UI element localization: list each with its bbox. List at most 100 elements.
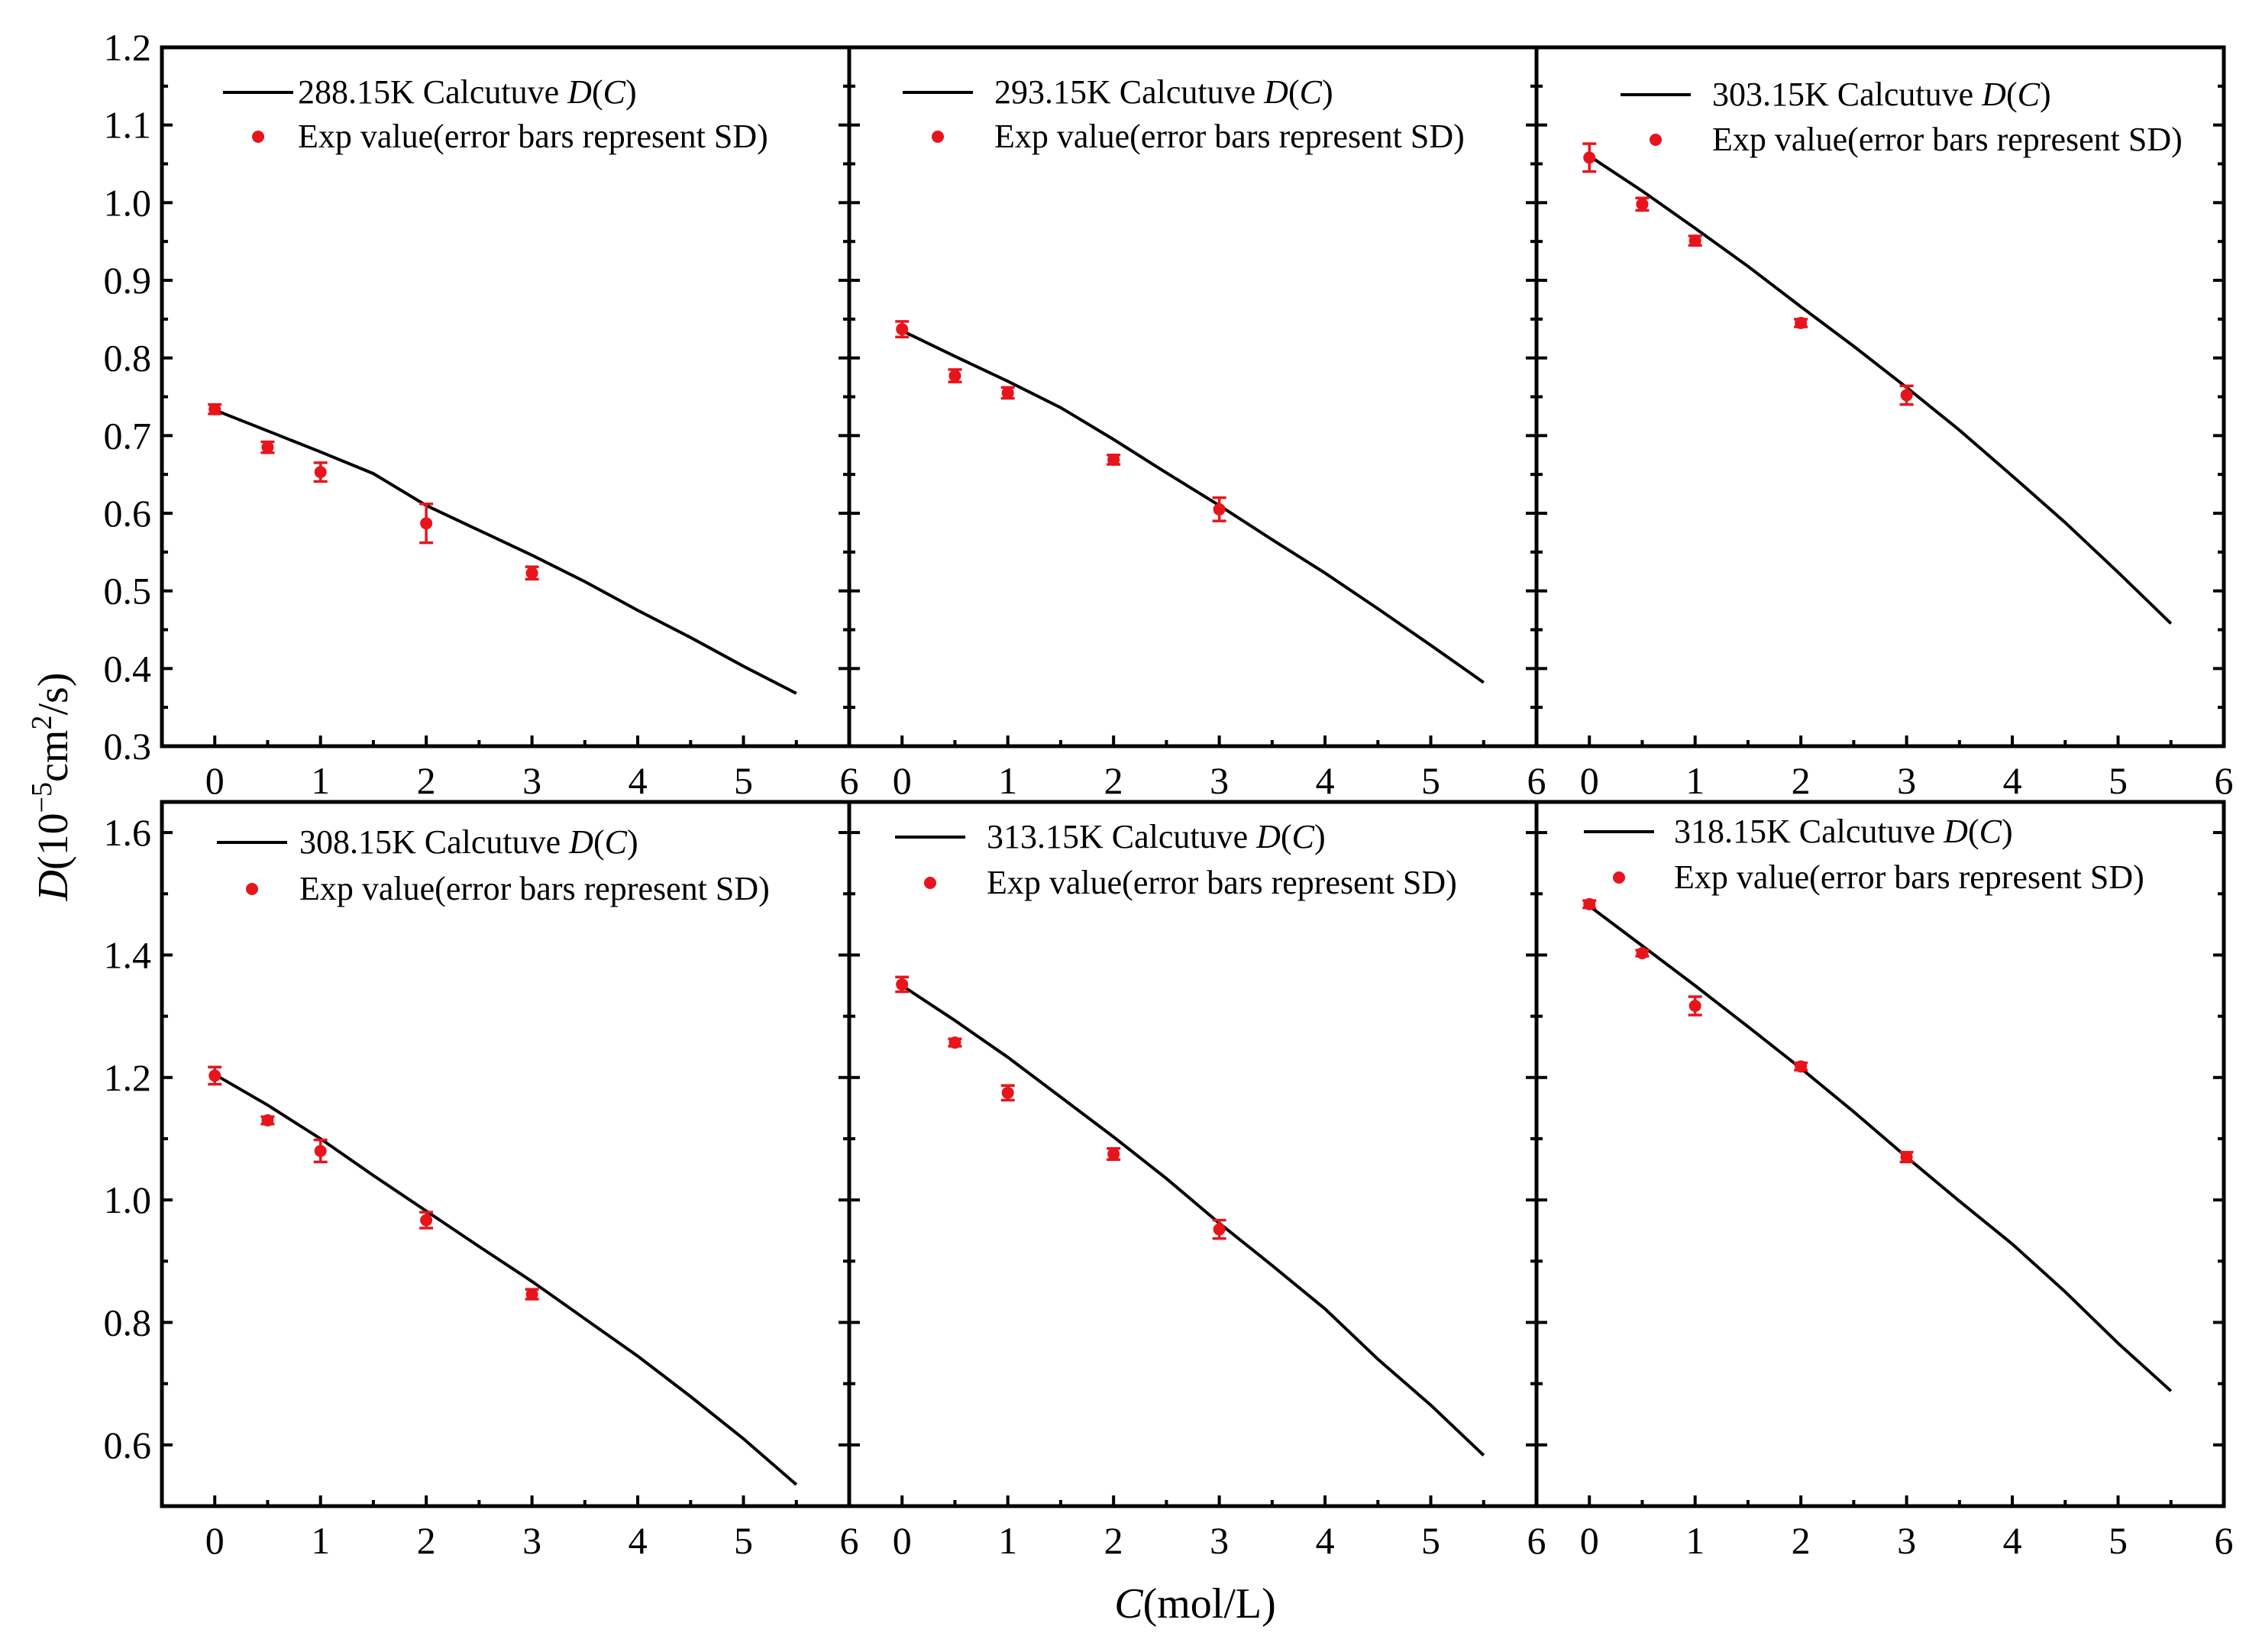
legend-points-label: Exp value(error bars represent SD)	[987, 864, 1457, 901]
x-tick-label: 1	[311, 1519, 330, 1562]
data-point	[208, 402, 221, 415]
y-tick-label: 0.4	[104, 647, 152, 690]
x-tick-label: 0	[205, 1519, 225, 1562]
x-tick-label: 5	[2109, 1519, 2128, 1562]
x-tick-label: 3	[522, 1519, 541, 1562]
calculated-curve	[1588, 904, 2173, 1392]
legend-curve-label: 313.15K Calcutuve D(C)	[987, 818, 1326, 855]
legend-curve-label: 303.15K Calcutuve D(C)	[1712, 76, 2051, 113]
panel-313.15K: 0 1 2 3 4 5 6 313.15K Calcutuve D(C) Exp value(e…	[847, 800, 1546, 1562]
x-tick-label: 2	[417, 1519, 436, 1562]
x-tick-label: 6	[1527, 1519, 1546, 1562]
data-point	[525, 567, 538, 580]
data-point	[1213, 1223, 1226, 1236]
legend-point-swatch	[1650, 134, 1662, 146]
legend-point-swatch	[1613, 871, 1625, 884]
legend-points-label: Exp value(error bars represent SD)	[298, 118, 768, 155]
x-tick-label: 2	[417, 759, 436, 802]
data-point	[896, 323, 909, 336]
panel-303.15K: 0 1 2 3 4 5 6 303.15K Calcutuve D(C) Exp value(e…	[1534, 45, 2234, 802]
y-tick-label: 1.6	[104, 811, 152, 854]
data-point	[1688, 999, 1701, 1012]
x-tick-label: 5	[1421, 1519, 1440, 1562]
data-point	[314, 1144, 327, 1157]
data-point	[1001, 1086, 1014, 1099]
data-point	[1001, 386, 1014, 399]
panels-group: 0 1 2 3 4 5 6 0.3 0.4 0.5 0.6 0.7 0.8 0.9 1.0 1.1 1.2 288…	[104, 26, 2234, 1562]
y-tick-label: 0.7	[104, 414, 152, 457]
x-tick-label: 2	[1792, 1519, 1811, 1562]
x-tick-label: 0	[205, 759, 225, 802]
panel-308.15K: 0 1 2 3 4 5 6 0.6 0.8 1.0 1.2 1.4 1.6 308.15K Calcutu…	[104, 800, 859, 1562]
data-point	[1636, 947, 1649, 960]
x-tick-label: 6	[840, 1519, 859, 1562]
data-point	[420, 517, 433, 530]
x-tick-label: 0	[1580, 1519, 1599, 1562]
y-tick-label: 0.5	[104, 570, 152, 613]
x-tick-label: 6	[2215, 759, 2234, 802]
x-tick-label: 2	[1104, 1519, 1123, 1562]
panel-318.15K: 0 1 2 3 4 5 6 318.15K Calcutuve D(C) Exp value(e…	[1534, 800, 2234, 1562]
x-tick-label: 6	[2215, 1519, 2234, 1562]
x-tick-label: 1	[1685, 1519, 1705, 1562]
calculated-curve	[214, 408, 797, 695]
data-point	[948, 1036, 961, 1049]
x-tick-label: 2	[1792, 759, 1811, 802]
plot-frame	[1534, 800, 2226, 1508]
data-point	[1583, 897, 1596, 910]
legend-curve-label: 308.15K Calcutuve D(C)	[299, 823, 638, 861]
x-tick-label: 0	[1580, 759, 1599, 802]
data-point	[525, 1288, 538, 1301]
legend-points-label: Exp value(error bars represent SD)	[1674, 858, 2144, 896]
y-tick-label: 0.8	[104, 337, 152, 380]
x-tick-label: 2	[1104, 759, 1123, 802]
y-tick-label: 0.8	[104, 1301, 152, 1343]
x-tick-label: 6	[840, 759, 859, 802]
x-tick-label: 1	[1685, 759, 1705, 802]
data-point	[948, 370, 961, 383]
calculated-curve	[1588, 154, 2173, 625]
legend-point-swatch	[924, 877, 936, 889]
x-tick-label: 4	[629, 1519, 648, 1562]
y-tick-label: 1.2	[104, 26, 152, 69]
y-axis-title: D(10−5cm2/s)	[26, 673, 77, 902]
data-point	[1583, 151, 1596, 164]
x-tick-label: 5	[2109, 759, 2128, 802]
x-tick-label: 3	[522, 759, 541, 802]
data-point	[261, 1114, 274, 1127]
data-point	[1795, 1060, 1808, 1073]
x-tick-label: 4	[1316, 1519, 1335, 1562]
legend-points-label: Exp value(error bars represent SD)	[1712, 121, 2183, 158]
x-tick-label: 3	[1897, 1519, 1916, 1562]
y-tick-label: 0.6	[104, 1424, 152, 1466]
x-tick-label: 0	[893, 1519, 912, 1562]
x-tick-label: 3	[1210, 1519, 1229, 1562]
panel-293.15K: 0 1 2 3 4 5 6 293.15K Calcutuve D(C) Exp value(e…	[847, 45, 1546, 802]
x-tick-label: 5	[734, 1519, 753, 1562]
y-tick-label: 0.6	[104, 492, 152, 535]
calculated-curve	[901, 984, 1485, 1456]
data-point	[1107, 453, 1120, 466]
x-tick-label: 3	[1210, 759, 1229, 802]
legend-points-label: Exp value(error bars represent SD)	[994, 118, 1465, 155]
y-tick-label: 1.1	[104, 104, 152, 147]
plot-frame	[847, 800, 1539, 1508]
data-point	[1107, 1148, 1120, 1160]
calculated-curve	[214, 1073, 798, 1486]
x-tick-label: 5	[1421, 759, 1440, 802]
x-tick-label: 4	[2003, 759, 2022, 802]
y-tick-label: 1.4	[104, 933, 152, 976]
y-tick-label: 0.9	[104, 259, 152, 302]
legend-curve-label: 288.15K Calcutuve D(C)	[298, 73, 637, 111]
x-tick-label: 1	[998, 759, 1017, 802]
legend-point-swatch	[932, 131, 944, 143]
x-tick-label: 3	[1897, 759, 1916, 802]
data-point	[896, 978, 909, 991]
y-tick-label: 1.2	[104, 1056, 152, 1099]
data-point	[261, 441, 274, 454]
y-tick-label: 1.0	[104, 1178, 152, 1221]
legend-points-label: Exp value(error bars represent SD)	[299, 870, 770, 907]
calculated-curve	[901, 329, 1485, 684]
data-point	[420, 1214, 433, 1227]
